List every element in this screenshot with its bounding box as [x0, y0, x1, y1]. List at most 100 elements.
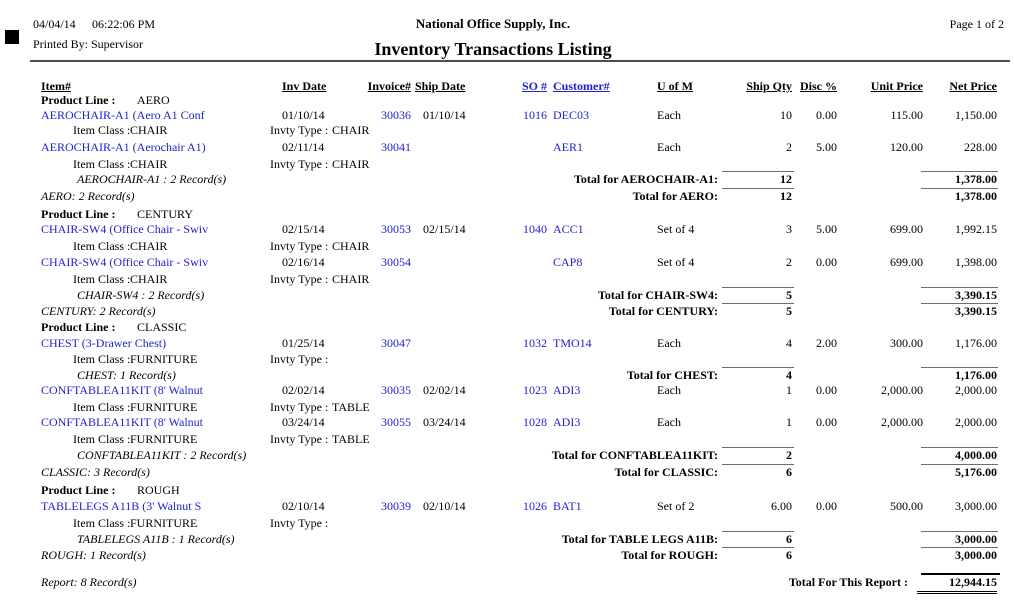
total-qty: 6	[786, 465, 792, 479]
customer-link[interactable]: TMO14	[553, 336, 592, 350]
invoice-link[interactable]: 30047	[381, 336, 411, 350]
total-qty: 4	[786, 368, 792, 382]
so-link[interactable]: 1016	[523, 108, 547, 122]
ship-date: 02/15/14	[423, 222, 466, 236]
inv-date: 02/11/14	[282, 140, 325, 154]
disc-pct: 0.00	[816, 255, 837, 269]
col-header-net-price: Net Price	[949, 79, 997, 93]
disc-pct: 0.00	[816, 499, 837, 513]
ship-date: 03/24/14	[423, 415, 466, 429]
item-link[interactable]: AEROCHAIR-A1 (Aero A1 Conf	[41, 108, 205, 122]
item-class-value: FURNITURE	[130, 516, 198, 530]
subtotal-row: CLASSIC: 3 Record(s) Total for CLASSIC: …	[0, 464, 1014, 480]
customer-link[interactable]: DEC03	[553, 108, 589, 122]
customer-link[interactable]: ACC1	[553, 222, 584, 236]
item-class-label: Item Class :	[73, 400, 131, 414]
col-header-invoice: Invoice#	[367, 79, 411, 93]
item-link[interactable]: TABLELEGS A11B (3' Walnut S	[41, 499, 202, 513]
invoice-link[interactable]: 30039	[381, 499, 411, 513]
item-link[interactable]: CHAIR-SW4 (Office Chair - Swiv	[41, 255, 209, 269]
inv-date: 02/16/14	[282, 255, 325, 269]
total-label: Total for CHEST:	[626, 368, 718, 382]
invoice-link[interactable]: 30036	[381, 108, 411, 122]
disc-pct: 5.00	[816, 140, 837, 154]
total-qty: 12	[780, 172, 792, 186]
so-link[interactable]: 1023	[523, 383, 547, 397]
ship-date: 01/10/14	[423, 108, 466, 122]
product-line-label: Product Line :	[41, 320, 116, 334]
total-net: 5,176.00	[955, 465, 997, 479]
net-price: 228.00	[964, 140, 997, 154]
customer-link[interactable]: AER1	[553, 140, 583, 154]
uofm: Each	[657, 415, 681, 429]
product-line-value: CENTURY	[137, 207, 194, 221]
ship-qty: 2	[786, 255, 792, 269]
subtotal-row: AERO: 2 Record(s) Total for AERO: 12 1,3…	[0, 188, 1014, 204]
subtotal-row: ROUGH: 1 Record(s) Total for ROUGH: 6 3,…	[0, 547, 1014, 563]
invty-type-label: Invty Type :	[270, 239, 329, 253]
so-link[interactable]: 1040	[523, 222, 547, 236]
so-link[interactable]: 1028	[523, 415, 547, 429]
invty-type-value: TABLE	[332, 400, 370, 414]
record-count: AEROCHAIR-A1 : 2 Record(s)	[77, 172, 227, 186]
total-label: Total for CHAIR-SW4:	[597, 288, 718, 302]
customer-link[interactable]: BAT1	[553, 499, 582, 513]
record-count: CENTURY: 2 Record(s)	[41, 304, 156, 318]
invoice-link[interactable]: 30035	[381, 383, 411, 397]
item-row: TABLELEGS A11B (3' Walnut S 02/10/14 300…	[0, 499, 1014, 514]
item-link[interactable]: CONFTABLEA11KIT (8' Walnut	[41, 415, 204, 429]
invoice-link[interactable]: 30041	[381, 140, 411, 154]
invoice-link[interactable]: 30053	[381, 222, 411, 236]
record-count: CHAIR-SW4 : 2 Record(s)	[77, 288, 205, 302]
unit-price: 699.00	[890, 222, 923, 236]
so-link[interactable]: 1032	[523, 336, 547, 350]
col-header-ship-qty: Ship Qty	[746, 79, 792, 93]
total-net: 3,000.00	[955, 548, 997, 562]
customer-link[interactable]: ADI3	[553, 415, 581, 429]
net-price: 1,398.00	[955, 255, 997, 269]
disc-pct: 0.00	[816, 415, 837, 429]
uofm: Each	[657, 108, 681, 122]
total-label: Total for ROUGH:	[621, 548, 718, 562]
ship-qty: 10	[780, 108, 792, 122]
uofm: Set of 4	[657, 255, 695, 269]
so-link[interactable]: 1026	[523, 499, 547, 513]
ship-qty: 3	[786, 222, 792, 236]
item-link[interactable]: AEROCHAIR-A1 (Aerochair A1)	[41, 140, 206, 154]
column-header-row: Item# Inv Date Invoice# Ship Date SO # C…	[0, 79, 1014, 94]
customer-link[interactable]: CAP8	[553, 255, 583, 269]
unit-price: 2,000.00	[881, 383, 923, 397]
qty-total-rule	[722, 287, 794, 288]
record-count: TABLELEGS A11B : 1 Record(s)	[77, 532, 235, 546]
inv-date: 01/25/14	[282, 336, 325, 350]
invty-type-label: Invty Type :	[270, 272, 329, 286]
ship-date: 02/10/14	[423, 499, 466, 513]
inv-date: 02/10/14	[282, 499, 325, 513]
net-price: 3,000.00	[955, 499, 997, 513]
total-qty: 6	[786, 548, 792, 562]
ship-qty: 2	[786, 140, 792, 154]
net-total-rule	[921, 287, 998, 288]
col-header-so: SO #	[521, 79, 547, 93]
record-count: CONFTABLEA11KIT : 2 Record(s)	[77, 448, 247, 462]
header-rule	[30, 60, 1010, 62]
col-header-disc: Disc %	[800, 79, 837, 93]
net-total-rule	[921, 447, 998, 448]
uofm: Each	[657, 336, 681, 350]
net-total-rule	[921, 171, 998, 172]
qty-total-rule	[722, 367, 794, 368]
item-link[interactable]: CHAIR-SW4 (Office Chair - Swiv	[41, 222, 209, 236]
invoice-link[interactable]: 30055	[381, 415, 411, 429]
invoice-link[interactable]: 30054	[381, 255, 411, 269]
item-link[interactable]: CHEST (3-Drawer Chest)	[41, 336, 167, 350]
customer-link[interactable]: ADI3	[553, 383, 581, 397]
product-line-value: ROUGH	[137, 483, 180, 497]
report-total-label: Total For This Report :	[788, 575, 908, 589]
qty-total-rule	[722, 447, 794, 448]
item-link[interactable]: CONFTABLEA11KIT (8' Walnut	[41, 383, 204, 397]
subtotal-row: TABLELEGS A11B : 1 Record(s) Total for T…	[0, 531, 1014, 547]
subtotal-row: AEROCHAIR-A1 : 2 Record(s) Total for AER…	[0, 171, 1014, 187]
qty-total-rule	[722, 171, 794, 172]
total-label: Total for AEROCHAIR-A1:	[573, 172, 718, 186]
